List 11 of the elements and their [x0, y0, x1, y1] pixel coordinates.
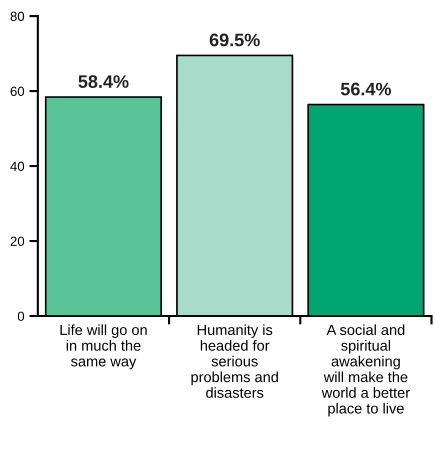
data-label: 56.4%: [340, 82, 392, 96]
y-tick-label: 20: [10, 236, 24, 246]
x-tick-label: A social and spiritual awakening will make the world a better place to live: [322, 324, 410, 416]
x-tick-label: Life will go on in much the same way: [60, 324, 147, 370]
y-tick-label: 40: [10, 162, 24, 171]
x-tick-label: Humanity is headed for serious problems and disasters: [191, 324, 278, 398]
y-tick-label: 60: [10, 86, 24, 96]
data-label: 69.5%: [210, 34, 260, 46]
y-tick-label: 0: [18, 312, 24, 321]
data-label: 58.4%: [78, 75, 129, 88]
y-tick-label: 80: [10, 12, 24, 22]
